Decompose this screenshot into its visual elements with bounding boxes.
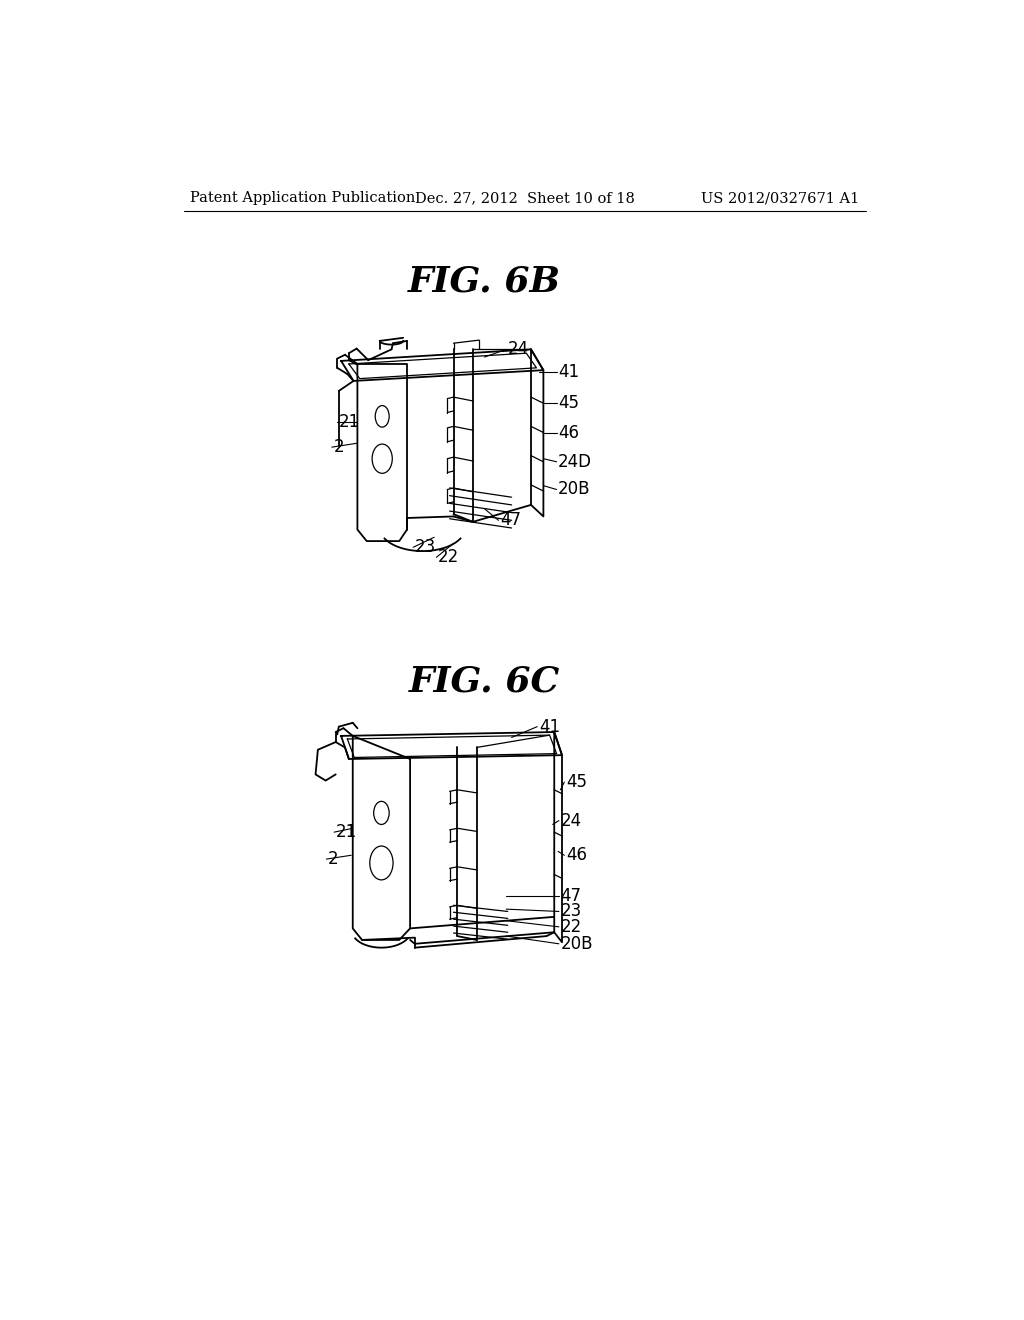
Text: 24: 24 [560,812,582,829]
Text: FIG. 6B: FIG. 6B [408,264,561,298]
Text: 47: 47 [500,511,521,529]
Text: 41: 41 [539,718,560,735]
Text: 20B: 20B [558,480,591,499]
Text: Patent Application Publication: Patent Application Publication [190,191,416,206]
Text: 21: 21 [336,824,357,841]
Text: 23: 23 [560,903,582,920]
Text: US 2012/0327671 A1: US 2012/0327671 A1 [701,191,859,206]
Text: 47: 47 [560,887,582,906]
Text: 45: 45 [566,774,587,791]
Text: 2: 2 [328,850,339,869]
Text: Dec. 27, 2012  Sheet 10 of 18: Dec. 27, 2012 Sheet 10 of 18 [415,191,635,206]
Text: 41: 41 [558,363,580,381]
Text: 22: 22 [560,917,582,936]
Text: 24D: 24D [558,453,592,471]
Text: 46: 46 [558,424,580,441]
Text: 23: 23 [415,539,436,556]
Text: 2: 2 [334,438,344,457]
Text: 21: 21 [339,413,360,430]
Text: FIG. 6C: FIG. 6C [409,665,560,700]
Text: 24: 24 [508,341,528,358]
Text: 46: 46 [566,846,587,865]
Text: 20B: 20B [560,935,593,953]
Text: 22: 22 [438,548,459,566]
Text: 45: 45 [558,395,580,412]
